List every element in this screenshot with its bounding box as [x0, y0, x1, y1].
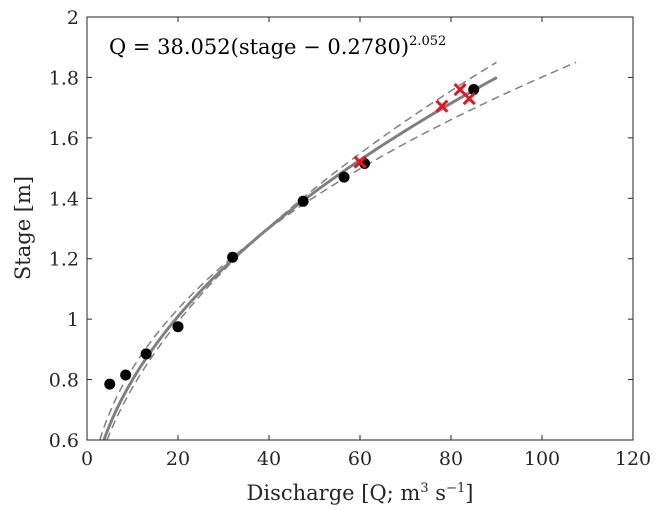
observation-point — [297, 195, 309, 207]
observation-point — [227, 251, 239, 263]
rating-curve-fit-line — [102, 76, 498, 440]
observation-point — [140, 348, 152, 360]
y-tick-label: 1.8 — [49, 67, 79, 89]
y-tick-label: 0.6 — [49, 430, 79, 452]
axes-box — [86, 16, 634, 441]
y-tick-label: 0.8 — [49, 370, 79, 392]
fit-equation-exponent: 2.052 — [409, 34, 446, 49]
x-tick-label: 80 — [439, 448, 463, 470]
y-tick-label: 1.2 — [49, 249, 79, 271]
x-tick-label: 60 — [348, 448, 372, 470]
x-tick-label: 120 — [615, 448, 651, 470]
observation-point — [338, 171, 350, 183]
y-axis-title: Stage [m] — [11, 176, 35, 280]
excluded-point-cross — [462, 92, 476, 106]
x-axis-title-sup2: −1 — [446, 481, 465, 496]
x-axis-title-suffix: ] — [465, 481, 473, 505]
x-tick-label: 100 — [524, 448, 560, 470]
fit-equation-main: Q = 38.052(stage − 0.2780) — [109, 35, 409, 59]
observation-point — [172, 321, 184, 333]
markers-layer — [104, 82, 480, 390]
confidence-bound-lower-curve — [99, 61, 577, 440]
x-axis-title-middle: s — [429, 481, 446, 505]
x-tick-label: 20 — [166, 448, 190, 470]
y-tick-label: 1.4 — [49, 188, 79, 210]
confidence-bound-upper-curve — [106, 61, 497, 440]
excluded-point-cross — [435, 99, 449, 113]
fit-equation: Q = 38.052(stage − 0.2780)2.052 — [109, 34, 446, 59]
x-axis-title-prefix: Discharge [Q; m — [247, 481, 421, 505]
observation-point — [120, 369, 132, 381]
ticks-layer: 0 20 40 60 80 100 120 0.6 0.8 1 1.2 1.4 1.6 1.8 2 — [49, 7, 651, 470]
x-axis-title: Discharge [Q; m3 s−1] — [247, 481, 474, 505]
observation-point — [104, 378, 116, 390]
observation-point — [468, 84, 480, 96]
curves-layer — [99, 61, 577, 440]
y-tick-label: 1.6 — [49, 128, 79, 150]
y-tick-label: 2 — [67, 7, 79, 29]
x-tick-label: 40 — [257, 448, 281, 470]
x-tick-label: 0 — [81, 448, 93, 470]
excluded-point-cross — [353, 155, 367, 169]
y-tick-label: 1 — [67, 309, 79, 331]
x-axis-title-sup1: 3 — [420, 481, 428, 496]
